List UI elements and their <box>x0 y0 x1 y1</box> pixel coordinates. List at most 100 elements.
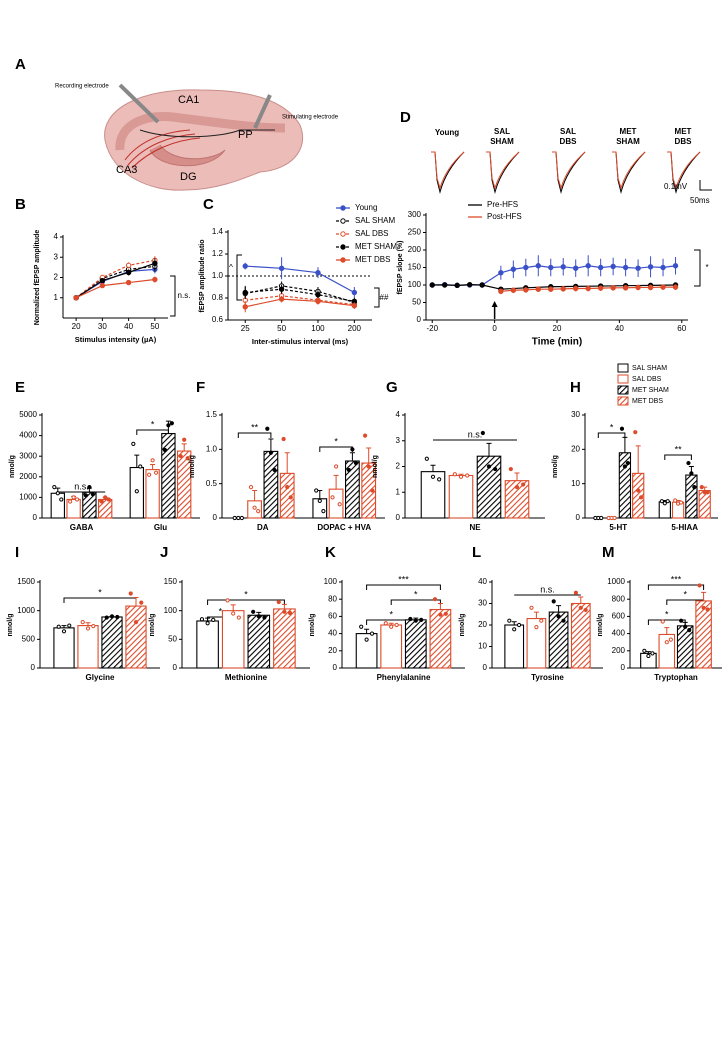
data-point <box>642 648 647 653</box>
data-point <box>152 260 158 267</box>
data-point <box>287 610 293 616</box>
data-point <box>109 614 115 619</box>
y-tick-label: 50 <box>412 298 421 307</box>
y-tick-label: 1.2 <box>212 249 224 258</box>
data-point <box>610 263 616 270</box>
hfs-arrow-head <box>491 301 498 307</box>
data-point <box>252 505 257 510</box>
data-point <box>55 491 60 496</box>
data-point <box>232 515 237 521</box>
data-point <box>369 631 375 636</box>
data-point <box>353 460 359 466</box>
error-bar <box>388 622 394 625</box>
hippocampus-diagram <box>104 83 304 191</box>
x-tick-label: 40 <box>615 324 624 333</box>
panel-letter: J <box>160 544 168 561</box>
data-point <box>413 618 418 623</box>
data-point <box>265 426 270 431</box>
x-tick-label: 60 <box>677 324 686 333</box>
data-point <box>529 605 534 610</box>
bar <box>50 492 65 519</box>
data-point <box>104 615 109 620</box>
bar <box>698 489 711 519</box>
error-bar <box>252 490 258 501</box>
y-tick-label: 300 <box>408 210 422 219</box>
data-point <box>508 466 513 472</box>
x-tick-label: Tyrosine <box>531 673 564 682</box>
error-bar <box>514 472 520 481</box>
data-point <box>573 590 579 595</box>
data-point <box>169 421 174 426</box>
legend-label: SAL SHAM <box>355 216 395 225</box>
y-tick-label: 0 <box>396 513 401 522</box>
data-point <box>350 447 355 452</box>
panel-letter: G <box>386 379 398 396</box>
data-point <box>622 285 629 291</box>
data-point <box>458 474 464 479</box>
trace-label: SAL <box>560 127 576 136</box>
data-point <box>394 622 399 628</box>
legend-label: Post-HFS <box>487 212 522 221</box>
data-point <box>268 450 273 455</box>
data-point <box>498 270 504 276</box>
data-point <box>668 637 673 642</box>
data-point <box>106 497 111 502</box>
data-point <box>672 263 679 269</box>
data-point <box>705 490 710 495</box>
data-point <box>636 488 641 493</box>
y-axis-label: nmol/g <box>189 455 196 478</box>
y-tick-label: 150 <box>164 577 178 586</box>
trace-label: MET <box>620 127 637 136</box>
panel-letter: I <box>15 544 19 561</box>
legend-label: Pre-HFS <box>487 200 518 209</box>
data-point <box>673 498 678 503</box>
error-bar <box>230 604 236 611</box>
data-point <box>625 460 630 466</box>
x-tick-label: 30 <box>98 322 107 331</box>
significance-bracket <box>597 432 626 438</box>
y-tick-label: 4 <box>396 410 401 419</box>
data-point <box>432 597 438 602</box>
significance-label: *** <box>671 574 682 584</box>
series-line <box>245 298 355 308</box>
significance-label: * <box>219 606 223 616</box>
bar <box>101 616 123 669</box>
trace-label: SHAM <box>490 137 514 146</box>
data-point <box>242 304 248 310</box>
trace-post <box>667 151 701 190</box>
y-tick-label: 1.4 <box>212 227 224 236</box>
error-bar <box>256 611 262 616</box>
data-point <box>231 611 236 616</box>
y-tick-label: 0.6 <box>212 315 224 324</box>
y-tick-label: 100 <box>164 606 178 615</box>
y-tick-label: 500 <box>22 634 36 643</box>
data-point <box>705 607 710 612</box>
diagram-label: CA1 <box>178 94 199 106</box>
bar <box>247 614 271 669</box>
significance-label: * <box>334 436 338 446</box>
data-point <box>583 607 588 613</box>
data-point <box>251 609 256 614</box>
data-point <box>512 627 517 632</box>
y-axis-label: nmol/g <box>459 614 466 637</box>
legend-label: MET SHAM <box>632 387 669 394</box>
data-point <box>272 467 277 473</box>
bar <box>77 625 99 669</box>
data-point <box>383 621 388 626</box>
y-tick-label: 40 <box>478 577 487 586</box>
x-tick-label: 5-HT <box>609 523 627 532</box>
data-point <box>535 286 541 292</box>
y-axis-label: nmol/g <box>372 455 379 478</box>
data-point <box>364 637 369 642</box>
data-point <box>699 485 704 490</box>
x-tick-label: NE <box>469 523 481 532</box>
legend-label: SAL DBS <box>355 229 389 238</box>
legend-label: SAL DBS <box>632 376 662 383</box>
data-point <box>351 303 358 309</box>
y-tick-label: 200 <box>612 646 626 655</box>
y-tick-label: 200 <box>408 245 422 254</box>
data-point <box>61 629 67 634</box>
legend-label: SAL SHAM <box>632 365 667 372</box>
panel-letter: K <box>325 544 336 561</box>
